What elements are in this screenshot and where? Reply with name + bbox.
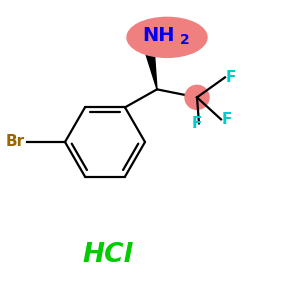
- Ellipse shape: [185, 85, 209, 109]
- Text: NH: NH: [143, 26, 175, 45]
- Polygon shape: [144, 46, 157, 89]
- Text: F: F: [192, 116, 202, 131]
- Ellipse shape: [127, 17, 207, 57]
- Text: F: F: [222, 112, 232, 127]
- Text: Br: Br: [6, 134, 25, 149]
- Text: 2: 2: [180, 33, 190, 47]
- Text: HCl: HCl: [83, 242, 133, 268]
- Text: F: F: [226, 70, 236, 85]
